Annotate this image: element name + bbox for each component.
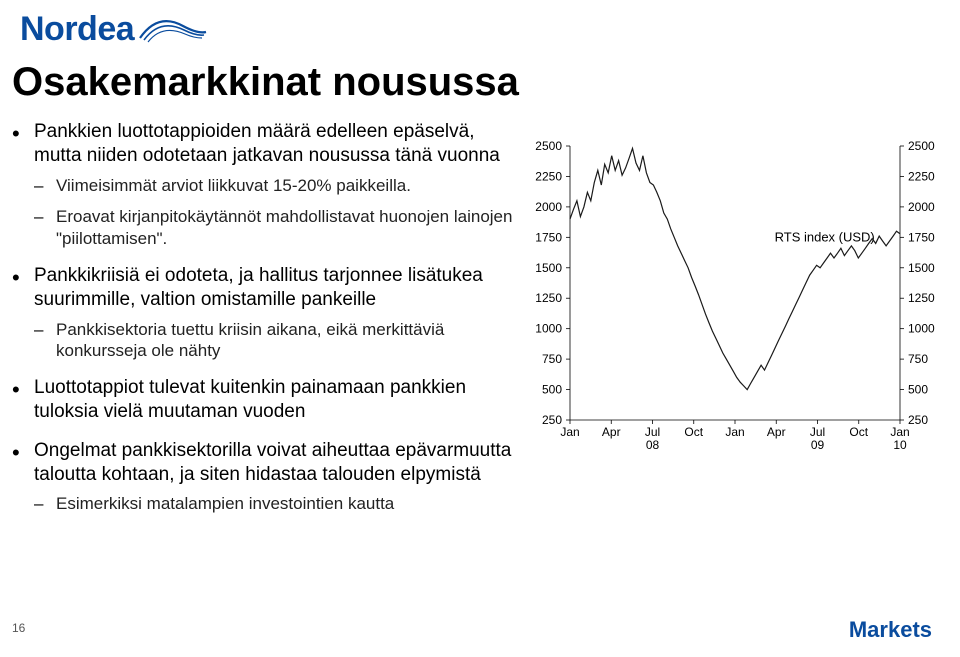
svg-text:Jan: Jan <box>560 425 579 439</box>
bullet-3: Luottotappiot tulevat kuitenkin painamaa… <box>12 376 520 425</box>
svg-text:1500: 1500 <box>535 261 562 275</box>
bullet-1-text: Pankkien luottotappioiden määrä edelleen… <box>34 121 500 166</box>
svg-text:1500: 1500 <box>908 261 935 275</box>
svg-text:2500: 2500 <box>535 140 562 153</box>
bullet-4-sub-1: Esimerkiksi matalampien investointien ka… <box>34 493 520 515</box>
svg-text:Oct: Oct <box>684 425 703 439</box>
svg-text:Jan: Jan <box>725 425 744 439</box>
svg-text:2500: 2500 <box>908 140 935 153</box>
logo: Nordea <box>20 10 208 49</box>
svg-text:09: 09 <box>811 438 825 452</box>
svg-text:1000: 1000 <box>535 322 562 336</box>
svg-text:Apr: Apr <box>602 425 621 439</box>
svg-text:1750: 1750 <box>535 230 562 244</box>
svg-text:750: 750 <box>542 352 562 366</box>
svg-text:1250: 1250 <box>535 291 562 305</box>
bullet-2-sub-1: Pankkisektoria tuettu kriisin aikana, ei… <box>34 319 520 363</box>
bullet-4: Ongelmat pankkisektorilla voivat aiheutt… <box>12 439 520 515</box>
svg-text:RTS index (USD): RTS index (USD) <box>775 229 875 244</box>
svg-text:2000: 2000 <box>535 200 562 214</box>
logo-text: Nordea <box>20 10 134 49</box>
bullet-4-text: Ongelmat pankkisektorilla voivat aiheutt… <box>34 440 511 485</box>
svg-text:08: 08 <box>646 438 660 452</box>
svg-text:1250: 1250 <box>908 291 935 305</box>
slide-root: Nordea Osakemarkkinat nousussa Pankkien … <box>0 0 960 657</box>
svg-text:Jul: Jul <box>645 425 660 439</box>
svg-text:Oct: Oct <box>849 425 868 439</box>
page-title: Osakemarkkinat nousussa <box>12 60 519 105</box>
bullet-2: Pankkikriisiä ei odoteta, ja hallitus ta… <box>12 264 520 362</box>
page-number: 16 <box>12 621 25 635</box>
svg-text:Apr: Apr <box>767 425 786 439</box>
svg-text:Jan: Jan <box>890 425 909 439</box>
bullet-1-sub-1: Viimeisimmät arviot liikkuvat 15-20% pai… <box>34 175 520 197</box>
rts-chart: 250 250 500 500 750 750 1000 1000 1250 1250 1500 15… <box>530 140 940 460</box>
svg-text:10: 10 <box>893 438 907 452</box>
body-text: Pankkien luottotappioiden määrä edelleen… <box>12 120 520 529</box>
bullet-2-text: Pankkikriisiä ei odoteta, ja hallitus ta… <box>34 265 483 310</box>
svg-text:500: 500 <box>542 383 562 397</box>
bullet-3-text: Luottotappiot tulevat kuitenkin painamaa… <box>34 377 466 422</box>
swoosh-icon <box>138 16 208 44</box>
svg-text:500: 500 <box>908 383 928 397</box>
svg-text:2250: 2250 <box>908 169 935 183</box>
bullet-1: Pankkien luottotappioiden määrä edelleen… <box>12 120 520 250</box>
svg-text:2250: 2250 <box>535 169 562 183</box>
svg-text:250: 250 <box>908 413 928 427</box>
svg-text:2000: 2000 <box>908 200 935 214</box>
svg-text:250: 250 <box>542 413 562 427</box>
svg-text:750: 750 <box>908 352 928 366</box>
footer-brand: Markets <box>849 617 932 643</box>
svg-text:Jul: Jul <box>810 425 825 439</box>
svg-text:1750: 1750 <box>908 230 935 244</box>
svg-text:1000: 1000 <box>908 322 935 336</box>
bullet-1-sub-2: Eroavat kirjanpitokäytännöt mahdollistav… <box>34 206 520 250</box>
